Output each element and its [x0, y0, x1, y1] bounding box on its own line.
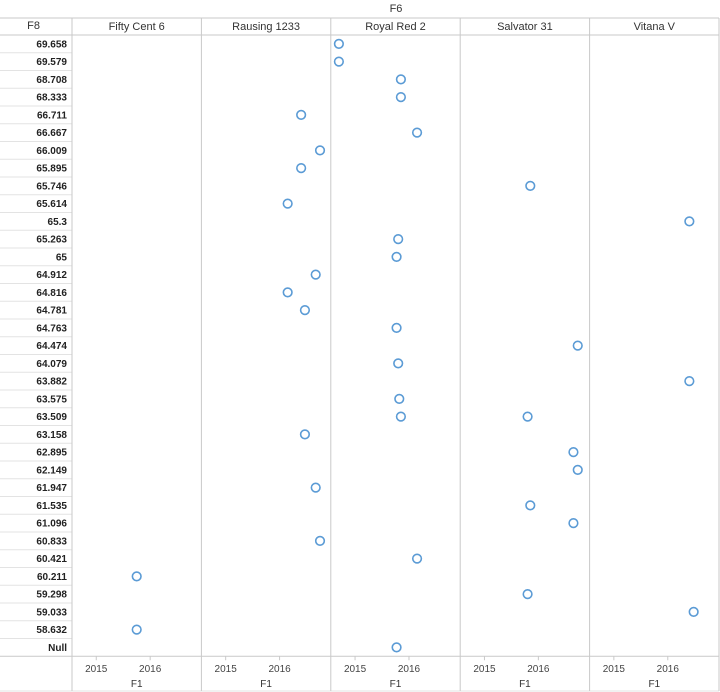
data-point[interactable]: [296, 109, 307, 120]
data-point[interactable]: [411, 553, 423, 564]
data-point[interactable]: [314, 145, 326, 156]
row-label: 65.3: [48, 217, 68, 228]
row-label: 66.667: [36, 128, 67, 139]
data-point[interactable]: [525, 500, 536, 511]
data-point[interactable]: [522, 411, 533, 422]
data-point[interactable]: [333, 38, 344, 49]
data-point[interactable]: [310, 482, 321, 493]
row-label: 69.658: [36, 39, 67, 50]
row-label: 61.096: [36, 519, 67, 530]
data-point[interactable]: [522, 589, 533, 600]
x-tick-label: 2015: [603, 664, 626, 675]
row-label: 63.509: [36, 412, 67, 423]
row-label: 63.158: [36, 430, 67, 441]
x-tick-label: 2016: [527, 664, 550, 675]
row-label: Null: [48, 643, 67, 654]
x-tick-label: 2016: [657, 664, 680, 675]
row-label: 62.149: [36, 465, 67, 476]
row-labels: 69.658 69.579 68.708 68.333 66.711 66.667 66.0…: [36, 39, 67, 654]
row-label: 63.575: [36, 394, 67, 405]
column-field-label: F6: [390, 3, 403, 15]
data-point[interactable]: [525, 180, 536, 191]
x-axis-title: F1: [390, 679, 402, 690]
row-label: 58.632: [36, 625, 67, 636]
row-label: 59.298: [36, 590, 67, 601]
row-label: 68.708: [36, 75, 67, 86]
row-label: 66.009: [36, 146, 67, 157]
row-label: 61.947: [36, 483, 67, 494]
data-point[interactable]: [314, 535, 326, 546]
row-label: 60.421: [36, 554, 67, 565]
x-tick-label: 2015: [473, 664, 496, 675]
data-point[interactable]: [299, 429, 311, 440]
row-label: 65.746: [36, 181, 67, 192]
data-point[interactable]: [568, 518, 579, 529]
row-label: 63.882: [36, 377, 67, 388]
x-axis-title: F1: [131, 679, 143, 690]
data-point[interactable]: [391, 251, 402, 262]
column-header: Royal Red 2: [365, 21, 426, 33]
column-header: Vitana V: [634, 21, 676, 33]
row-label: 64.912: [36, 270, 67, 281]
row-label: 65.263: [36, 235, 67, 246]
data-point[interactable]: [393, 234, 404, 245]
data-point[interactable]: [572, 340, 583, 351]
data-point[interactable]: [395, 74, 406, 85]
row-label: 64.474: [36, 341, 67, 352]
data-marks: [131, 38, 699, 653]
data-point[interactable]: [572, 464, 583, 475]
row-label: 65.614: [36, 199, 67, 210]
data-point[interactable]: [282, 198, 293, 209]
data-point[interactable]: [391, 642, 402, 653]
row-label: 64.781: [36, 306, 67, 317]
row-label: 60.211: [37, 572, 67, 583]
row-label: 68.333: [36, 93, 67, 104]
x-tick-label: 2015: [344, 664, 367, 675]
x-tick-label: 2015: [215, 664, 238, 675]
x-tick-label: 2016: [268, 664, 291, 675]
x-axes: 2015 2016 F1 2015 2016 F1 2015 2016 F1 2015 2016 F1…: [85, 656, 679, 690]
data-point[interactable]: [299, 305, 311, 316]
x-tick-label: 2015: [85, 664, 108, 675]
column-header: Rausing 1233: [232, 21, 300, 33]
row-label: 61.535: [36, 501, 67, 512]
data-point[interactable]: [411, 127, 423, 138]
x-axis-title: F1: [648, 679, 660, 690]
data-point[interactable]: [688, 606, 699, 617]
x-tick-label: 2016: [398, 664, 421, 675]
row-label: 64.079: [36, 359, 67, 370]
data-point[interactable]: [393, 358, 404, 369]
x-tick-label: 2016: [139, 664, 162, 675]
row-label: 64.763: [36, 323, 67, 334]
data-point[interactable]: [310, 269, 321, 280]
row-label: 65.895: [36, 164, 67, 175]
column-header: Salvator 31: [497, 21, 553, 33]
data-point[interactable]: [395, 411, 406, 422]
data-point[interactable]: [684, 376, 695, 387]
row-label: 60.833: [36, 536, 67, 547]
data-point[interactable]: [333, 56, 344, 67]
row-label: 62.895: [36, 448, 67, 459]
row-label: 69.579: [36, 57, 67, 68]
data-point[interactable]: [131, 571, 142, 582]
column-header: Fifty Cent 6: [109, 21, 165, 33]
data-point[interactable]: [391, 322, 402, 333]
row-field-label: F8: [27, 20, 40, 32]
data-point[interactable]: [684, 216, 695, 227]
chart-frame: [0, 17, 720, 692]
data-point[interactable]: [394, 393, 405, 404]
data-point[interactable]: [131, 624, 142, 635]
row-label: 59.033: [36, 607, 67, 618]
x-axis-title: F1: [519, 679, 531, 690]
row-label: 66.711: [37, 110, 67, 121]
data-point[interactable]: [568, 447, 579, 458]
data-point[interactable]: [282, 287, 293, 298]
row-label: 64.816: [36, 288, 67, 299]
data-point[interactable]: [395, 92, 406, 103]
column-headers: Fifty Cent 6 Rausing 1233 Royal Red 2 Salva…: [109, 21, 676, 33]
x-axis-title: F1: [260, 679, 272, 690]
data-point[interactable]: [296, 163, 307, 174]
row-label: 65: [56, 252, 68, 263]
